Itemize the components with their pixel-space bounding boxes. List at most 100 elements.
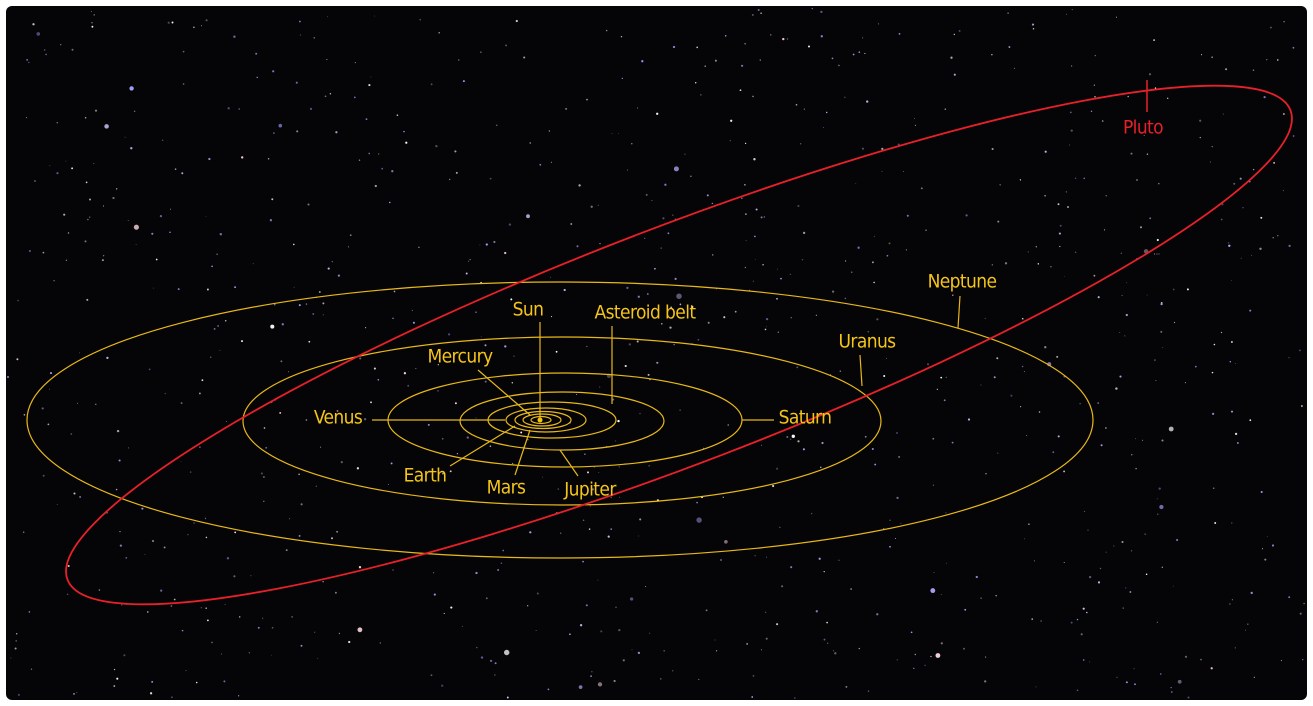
star [1127, 95, 1130, 98]
star [527, 439, 529, 441]
star [1100, 444, 1103, 447]
star [1262, 548, 1263, 550]
star [591, 671, 593, 673]
star [76, 692, 78, 694]
star [182, 83, 185, 85]
star [591, 488, 595, 491]
star [418, 246, 420, 248]
star [832, 650, 834, 652]
star [586, 98, 588, 101]
star [1252, 168, 1255, 171]
star [16, 358, 19, 361]
star [1037, 263, 1040, 265]
star [293, 286, 295, 288]
star [224, 603, 226, 605]
star [1067, 206, 1069, 208]
star [356, 467, 360, 470]
star [765, 317, 769, 321]
star [672, 670, 674, 672]
star [975, 575, 978, 579]
star [1024, 538, 1025, 540]
star [160, 589, 163, 592]
star [1302, 659, 1304, 661]
star [645, 193, 648, 196]
pluto-orbit [65, 84, 1293, 606]
star [1149, 217, 1152, 220]
star [940, 376, 943, 379]
star [590, 205, 593, 208]
star [116, 677, 119, 680]
star [87, 218, 89, 221]
star [1213, 343, 1216, 346]
star [862, 37, 864, 39]
star [618, 466, 620, 468]
star [551, 316, 553, 318]
star [1253, 676, 1255, 678]
star [1227, 242, 1230, 244]
label: Mercury [427, 346, 493, 368]
star [225, 420, 227, 423]
star [569, 633, 571, 636]
star [1082, 659, 1085, 661]
star [1070, 129, 1073, 132]
star [475, 417, 477, 419]
star [529, 142, 531, 144]
star [714, 59, 717, 62]
star [1097, 402, 1100, 405]
star [312, 313, 315, 315]
star [357, 627, 363, 633]
star [965, 214, 968, 217]
star [587, 471, 589, 474]
star [359, 357, 362, 360]
star [216, 253, 218, 255]
star [1266, 536, 1268, 538]
star [997, 220, 1000, 223]
star [1136, 179, 1138, 181]
star [698, 678, 700, 681]
star [1050, 266, 1052, 268]
star [963, 647, 965, 650]
star [171, 696, 173, 699]
star [17, 299, 19, 302]
star [1135, 467, 1137, 470]
star [403, 372, 407, 375]
star [760, 12, 762, 14]
star [1250, 591, 1253, 595]
star [1222, 113, 1224, 115]
star [15, 640, 17, 642]
star [926, 363, 930, 366]
star [308, 340, 311, 343]
star [766, 556, 768, 558]
star [248, 652, 250, 654]
star [790, 566, 793, 569]
star [1160, 302, 1163, 306]
star [1130, 152, 1133, 155]
star [278, 123, 283, 128]
star [1158, 487, 1161, 490]
star [610, 496, 612, 499]
star [991, 264, 993, 266]
star [1134, 683, 1136, 686]
star [789, 273, 792, 276]
star [759, 59, 761, 61]
star [739, 89, 742, 92]
star [1187, 696, 1190, 699]
star [26, 59, 28, 61]
star [777, 268, 778, 270]
star [958, 29, 961, 32]
star [252, 263, 254, 265]
star [696, 46, 699, 49]
star [65, 259, 68, 261]
star [1021, 365, 1024, 368]
star [679, 409, 681, 411]
star [656, 112, 659, 115]
star [1161, 439, 1164, 442]
star [381, 167, 384, 170]
star [1277, 59, 1279, 61]
star [1082, 607, 1085, 610]
star [285, 549, 288, 552]
star [1032, 28, 1035, 30]
star [585, 604, 588, 607]
star [296, 130, 299, 133]
star [645, 586, 647, 588]
